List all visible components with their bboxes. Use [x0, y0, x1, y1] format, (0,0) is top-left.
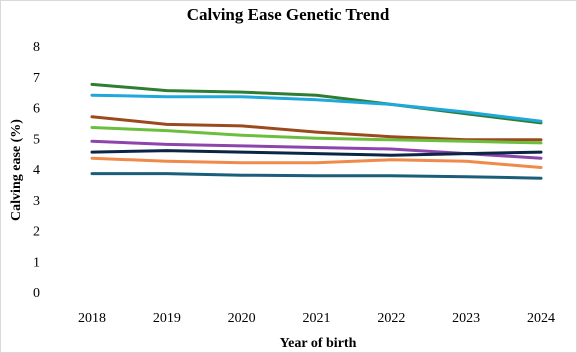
y-tick-label: 5	[33, 132, 40, 147]
series-line-1	[90, 82, 543, 125]
series-lines	[90, 82, 543, 180]
y-tick-label: 3	[33, 194, 40, 209]
x-tick-label: 2019	[153, 311, 181, 326]
y-tick-label: 7	[33, 71, 40, 86]
x-tick-label: 2021	[303, 311, 331, 326]
x-tick-label: 2024	[527, 311, 555, 326]
x-axis-ticks: 2018 2019 2020 2021 2022 2023 2024	[78, 311, 555, 326]
y-tick-label: 0	[33, 286, 40, 301]
x-tick-label: 2018	[78, 311, 106, 326]
series-line-3	[90, 115, 543, 142]
x-tick-label: 2023	[452, 311, 480, 326]
y-axis-ticks: 0 1 2 3 4 5 6 7 8	[33, 40, 40, 301]
y-tick-label: 4	[33, 163, 40, 178]
y-tick-label: 1	[33, 255, 40, 270]
series-line-4	[90, 126, 543, 145]
chart-title: Calving Ease Genetic Trend	[187, 5, 390, 24]
series-line-7	[90, 156, 543, 169]
y-tick-label: 2	[33, 225, 40, 240]
x-tick-label: 2020	[228, 311, 256, 326]
x-axis-title: Year of birth	[280, 336, 357, 351]
y-tick-label: 8	[33, 40, 40, 55]
y-axis-title: Calving ease (%)	[9, 119, 24, 221]
series-line-2	[90, 93, 543, 123]
y-tick-label: 6	[33, 102, 40, 117]
series-line-8	[90, 172, 543, 180]
x-tick-label: 2022	[377, 311, 405, 326]
series-line-6	[90, 149, 543, 157]
